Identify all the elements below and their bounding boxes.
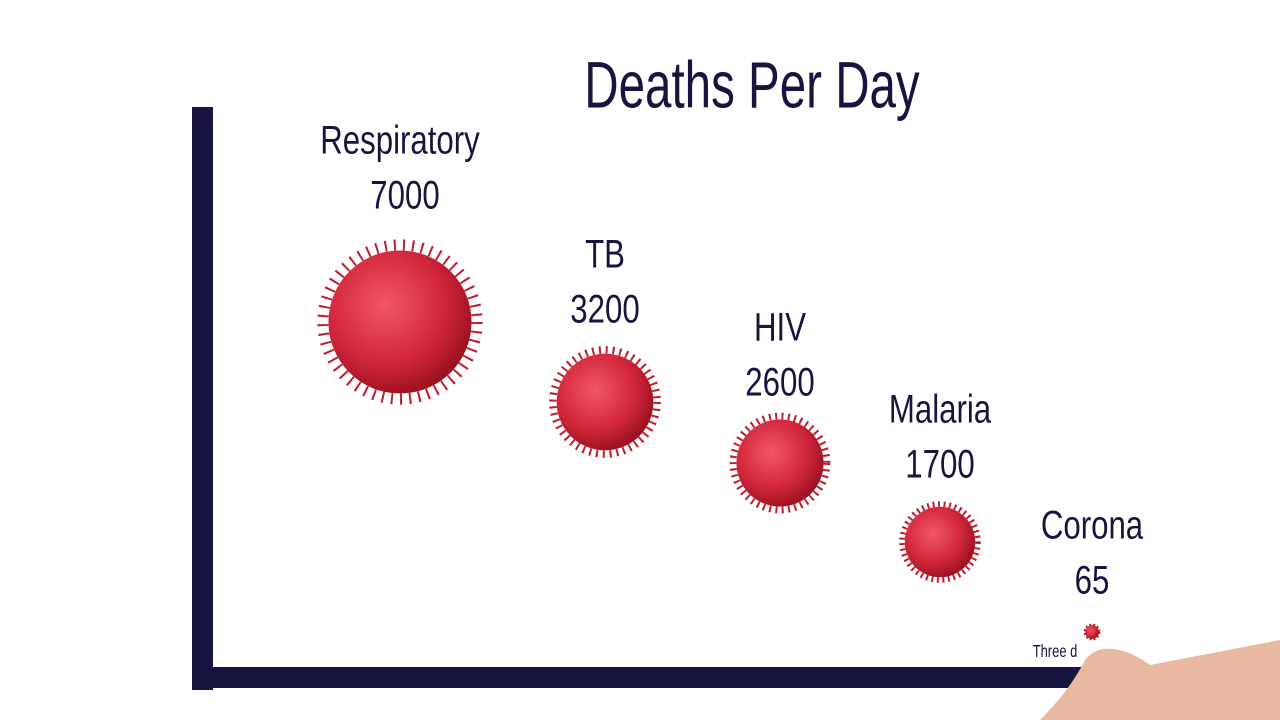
label-group: Respiratory — [320, 118, 480, 163]
bubble — [1085, 625, 1099, 639]
category-label: Corona — [1041, 503, 1143, 548]
chart-title: Deaths Per Day — [584, 49, 920, 122]
bubble — [556, 353, 654, 451]
label-group: HIV — [754, 305, 806, 350]
value-label: 3200 — [570, 287, 639, 332]
label-group: Corona — [1041, 503, 1143, 548]
annotation: Three d — [1033, 642, 1078, 662]
annotation-group: Three d — [1033, 642, 1078, 662]
bubble — [904, 506, 976, 578]
value-label: 7000 — [370, 173, 439, 218]
bubble — [328, 250, 472, 394]
value-label: 1700 — [905, 442, 974, 487]
label-group: 65 — [1075, 558, 1110, 603]
label-group: TB — [585, 232, 625, 277]
category-label: Malaria — [889, 387, 991, 432]
x-axis — [200, 667, 1085, 688]
value-label: 65 — [1075, 558, 1110, 603]
y-axis — [192, 107, 213, 690]
category-label: HIV — [754, 305, 806, 350]
spikes — [729, 412, 831, 514]
label-group: 1700 — [905, 442, 974, 487]
bubbles: Respiratory 7000 TB 3200 HIV 2600 Malaria 1700 C… — [317, 118, 1143, 641]
spikes — [899, 501, 981, 583]
label-group: 3200 — [570, 287, 639, 332]
spikes — [317, 239, 483, 405]
hand — [1040, 640, 1280, 720]
label-group: 2600 — [745, 360, 814, 405]
label-group: 7000 — [370, 173, 439, 218]
category-label: Respiratory — [320, 118, 480, 163]
value-label: 2600 — [745, 360, 814, 405]
spikes — [549, 346, 661, 458]
bubble — [736, 419, 824, 507]
title-group: Deaths Per Day — [584, 49, 920, 122]
category-label: TB — [585, 232, 625, 277]
spikes — [1083, 623, 1101, 641]
label-group: Malaria — [889, 387, 991, 432]
